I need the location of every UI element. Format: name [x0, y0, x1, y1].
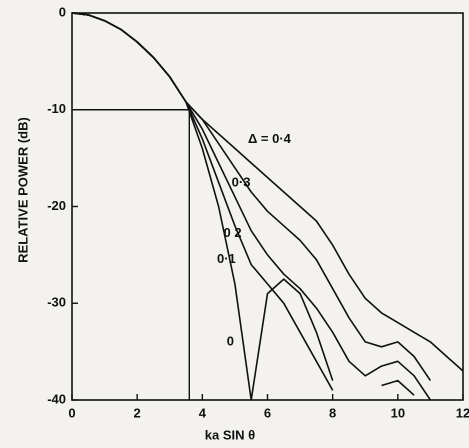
y-tick-label: -10 [47, 101, 66, 116]
curve [71, 12, 432, 382]
curve-label: 0·3 [232, 175, 251, 190]
curve [71, 12, 432, 401]
x-tick-label: 12 [456, 405, 469, 420]
x-tick-label: 2 [134, 405, 141, 420]
y-tick-label: -40 [47, 391, 66, 406]
x-tick-label: 6 [264, 405, 271, 420]
curve [71, 12, 464, 372]
curve-label: 0 2 [224, 225, 242, 240]
x-tick-label: 0 [68, 405, 75, 420]
x-tick-label: 8 [329, 405, 336, 420]
plot-frame [71, 12, 464, 401]
y-axis-label: RELATIVE POWER (dB) [15, 117, 30, 263]
y-tick-label: -30 [47, 295, 66, 310]
y-tick-label: 0 [59, 4, 66, 19]
curve-label: 0·1 [217, 251, 236, 266]
curve [71, 12, 334, 401]
x-axis-label: ka SIN θ [205, 427, 255, 442]
x-tick-label: 10 [391, 405, 405, 420]
curve-label: Δ = 0·4 [248, 131, 292, 146]
x-tick-label: 4 [199, 405, 207, 420]
curve-label: 0 [227, 333, 234, 348]
y-tick-label: -20 [47, 198, 66, 213]
